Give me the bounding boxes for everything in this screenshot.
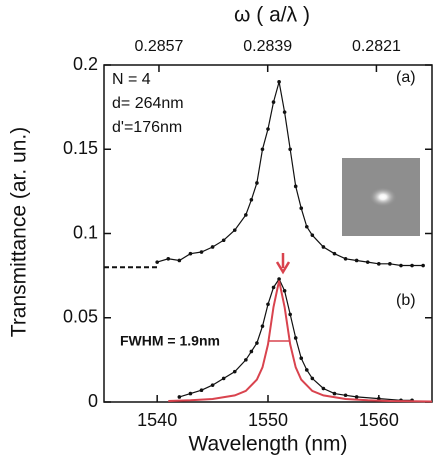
data-point	[277, 277, 281, 281]
series-line	[168, 280, 433, 403]
data-point	[399, 263, 403, 268]
inset-spot	[369, 187, 397, 207]
data-point	[177, 258, 182, 263]
data-point	[232, 369, 237, 374]
data-point	[155, 260, 159, 264]
data-point	[343, 256, 348, 261]
data-point	[271, 285, 276, 290]
data-point	[221, 238, 226, 243]
x2-tick-label: 0.2857	[134, 38, 183, 55]
data-point	[377, 262, 381, 266]
data-point	[410, 263, 414, 268]
data-point	[321, 386, 326, 391]
data-point	[271, 100, 276, 104]
data-point	[304, 368, 309, 372]
data-point	[299, 356, 304, 360]
data-point	[199, 250, 204, 254]
data-point	[310, 233, 315, 237]
fwhm-label: FWHM = 1.9nm	[120, 333, 220, 349]
top-axis-title: ω ( a/λ )	[234, 4, 310, 27]
data-point	[321, 245, 326, 249]
x-tick-label: 1550	[248, 410, 288, 430]
data-point	[260, 324, 265, 328]
data-point	[188, 391, 193, 396]
data-point	[210, 245, 215, 249]
data-point	[260, 147, 265, 152]
peak-arrow	[275, 253, 291, 275]
x-tick-label: 1560	[359, 410, 399, 430]
y-axis-title: Transmittance (ar. un.)	[8, 127, 31, 337]
x2-tick-label: 0.2839	[243, 38, 292, 55]
panel-label: (b)	[396, 292, 416, 309]
x2-tick-label: 0.2821	[352, 38, 401, 55]
data-point	[354, 395, 359, 399]
panel-label: (a)	[396, 69, 416, 86]
data-point	[421, 263, 425, 268]
data-point	[293, 336, 298, 340]
data-point	[232, 228, 237, 232]
data-point	[282, 110, 287, 114]
data-point	[266, 127, 270, 131]
series-line	[179, 277, 413, 401]
data-point	[343, 393, 348, 398]
data-point	[210, 383, 215, 387]
data-point	[255, 181, 259, 185]
data-point	[304, 224, 309, 229]
y-tick-label: 0.05	[63, 307, 98, 327]
y-tick-label: 0.2	[73, 54, 98, 74]
data-point	[377, 396, 381, 401]
x-tick-label: 1540	[137, 410, 177, 430]
data-point	[277, 80, 281, 84]
data-point	[249, 198, 254, 202]
y-tick-label: 0.15	[63, 138, 98, 158]
annotation: N = 4	[112, 71, 151, 88]
data-point	[255, 341, 259, 345]
data-point	[249, 349, 254, 354]
data-point	[299, 206, 304, 211]
annotation: d= 264nm	[112, 95, 184, 112]
data-point	[188, 251, 193, 256]
y-tick-label: 0.1	[73, 222, 98, 242]
data-point	[354, 258, 359, 263]
data-point	[288, 312, 292, 317]
annotation: d'=176nm	[112, 119, 182, 136]
data-point	[282, 288, 287, 293]
data-point	[244, 213, 248, 217]
x-axis-title: Wavelength (nm)	[188, 433, 347, 456]
data-point	[310, 376, 315, 381]
data-point	[166, 256, 171, 261]
data-point	[293, 184, 298, 189]
data-point	[266, 302, 270, 307]
data-point	[288, 147, 292, 152]
data-point	[199, 388, 204, 393]
data-point	[221, 376, 226, 381]
data-point	[332, 391, 337, 396]
data-point	[365, 260, 370, 264]
data-point	[177, 395, 182, 399]
inset-image	[342, 158, 420, 236]
y-tick-label: 0	[88, 391, 98, 411]
data-point	[332, 251, 337, 256]
data-point	[388, 262, 392, 266]
data-point	[244, 358, 248, 362]
